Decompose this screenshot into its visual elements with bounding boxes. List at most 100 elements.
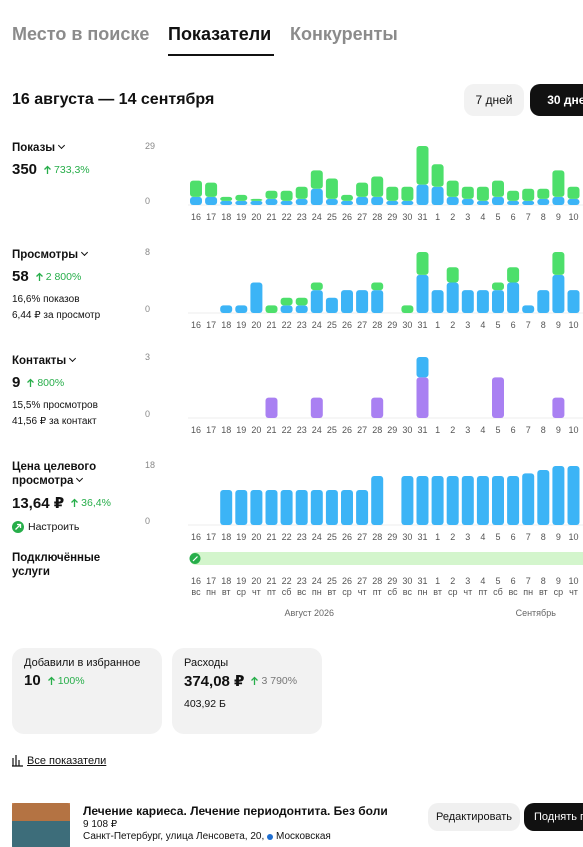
up-arrow: [47, 676, 55, 685]
tab[interactable]: Место в поиске: [12, 24, 150, 44]
bar: [386, 186, 399, 201]
bar: [295, 198, 308, 205]
day-label: 24: [312, 576, 322, 586]
day-label: 30: [402, 576, 412, 586]
day-label: 30: [402, 212, 412, 222]
listing-metro: Московская: [276, 831, 331, 842]
day-label: 9: [556, 212, 561, 222]
metric-title[interactable]: Показы: [12, 141, 122, 155]
day-label: 25: [327, 425, 337, 435]
bar: [522, 473, 535, 525]
tab[interactable]: Конкуренты: [290, 24, 398, 44]
up-arrow: [71, 498, 79, 507]
metric-title[interactable]: Контакты: [12, 354, 122, 368]
metric-value: 9: [12, 374, 21, 391]
bar: [325, 178, 338, 199]
tab[interactable]: Показатели: [168, 24, 272, 44]
period-button[interactable]: 30 дней: [530, 84, 583, 116]
bar: [371, 196, 384, 205]
listing-title[interactable]: Лечение кариеса. Лечение периодонтита. Б…: [83, 804, 388, 818]
metric-action[interactable]: Настроить: [12, 521, 112, 533]
day-label: 26: [342, 532, 352, 542]
card-change: 100%: [57, 674, 85, 687]
day-label: 20: [251, 576, 261, 586]
day-label: 25: [327, 576, 337, 586]
bar: [567, 466, 580, 525]
day-label: 4: [480, 320, 485, 330]
day-label: 3: [465, 320, 470, 330]
bar: [325, 490, 338, 525]
day-label: 28: [372, 532, 382, 542]
day-label: 3: [465, 532, 470, 542]
day-label: 7: [526, 576, 531, 586]
day-label: 2: [450, 532, 455, 542]
metric-change: 36,4%: [81, 497, 111, 509]
bar: [416, 476, 429, 525]
y-tick-label: 0: [145, 516, 150, 526]
y-tick-label: 18: [145, 460, 155, 470]
day-label: 20: [251, 425, 261, 435]
day-label: 27: [357, 425, 367, 435]
bar: [356, 490, 369, 525]
day-label: 26: [342, 212, 352, 222]
bar: [265, 190, 278, 199]
card-title: Добавили в избранное: [24, 657, 141, 669]
link-icon: [12, 755, 23, 767]
day-label: 10: [568, 212, 578, 222]
bar: [310, 290, 323, 313]
day-label: 3: [465, 576, 470, 586]
day-label: 29: [387, 212, 397, 222]
bar: [476, 476, 489, 525]
promote-button[interactable]: Поднять п: [524, 803, 583, 831]
bar: [431, 186, 444, 205]
metric-note: 16,6% показов: [12, 294, 80, 305]
day-label: 18: [221, 425, 231, 435]
bar: [492, 180, 504, 197]
action-icon: [12, 521, 24, 533]
stat-card[interactable]: Расходы 374,08 ₽ 3 790% 403,92 Б: [172, 648, 322, 734]
period-button[interactable]: 7 дней: [464, 84, 524, 116]
metric-title[interactable]: Просмотры: [12, 248, 122, 262]
day-label: 8: [541, 576, 546, 586]
day-label: 18: [221, 532, 231, 542]
day-label: 6: [511, 320, 516, 330]
stat-card[interactable]: Добавили в избранное 10 100%: [12, 648, 162, 734]
metric-value-row: 9 800%: [12, 374, 122, 391]
bar: [280, 297, 293, 306]
metric-change: 733,3%: [54, 163, 90, 176]
bar: [401, 200, 414, 205]
metric-block: Контакты 9 800% 15,5% просмотров 41,56 ₽ за …: [12, 354, 122, 427]
bar: [295, 305, 308, 313]
day-label: 7: [526, 532, 531, 542]
day-label: 17: [206, 212, 216, 222]
day-label: 24: [312, 212, 322, 222]
bar: [507, 190, 520, 201]
day-label: 25: [327, 212, 337, 222]
day-label: 4: [480, 576, 485, 586]
up-arrow-path: [44, 165, 51, 174]
weekday-label: ср: [448, 587, 458, 597]
bar: [310, 282, 323, 291]
weekday-label: вс: [403, 587, 413, 597]
weekday-label: ср: [342, 587, 352, 597]
bar: [220, 200, 233, 205]
day-label: 18: [221, 576, 231, 586]
day-label: 4: [480, 532, 485, 542]
y-tick-label: 0: [145, 409, 150, 419]
bar: [567, 198, 580, 205]
edit-button[interactable]: Редактировать: [428, 803, 520, 831]
metric-title[interactable]: Цена целевого просмотра: [12, 460, 112, 488]
day-label: 28: [372, 576, 382, 586]
bar: [476, 186, 489, 201]
bar: [431, 164, 444, 187]
weekday-label: сб: [387, 587, 397, 597]
y-tick-label: 3: [145, 352, 150, 362]
bar: [507, 267, 520, 283]
bar: [537, 198, 550, 205]
weekday-label: вс: [191, 587, 201, 597]
metric-note: 41,56 ₽ за контакт: [12, 416, 97, 427]
bar: [220, 305, 233, 313]
weekday-label: пн: [418, 587, 428, 597]
day-label: 17: [206, 576, 216, 586]
all-indicators-link[interactable]: Все показатели: [27, 755, 107, 767]
